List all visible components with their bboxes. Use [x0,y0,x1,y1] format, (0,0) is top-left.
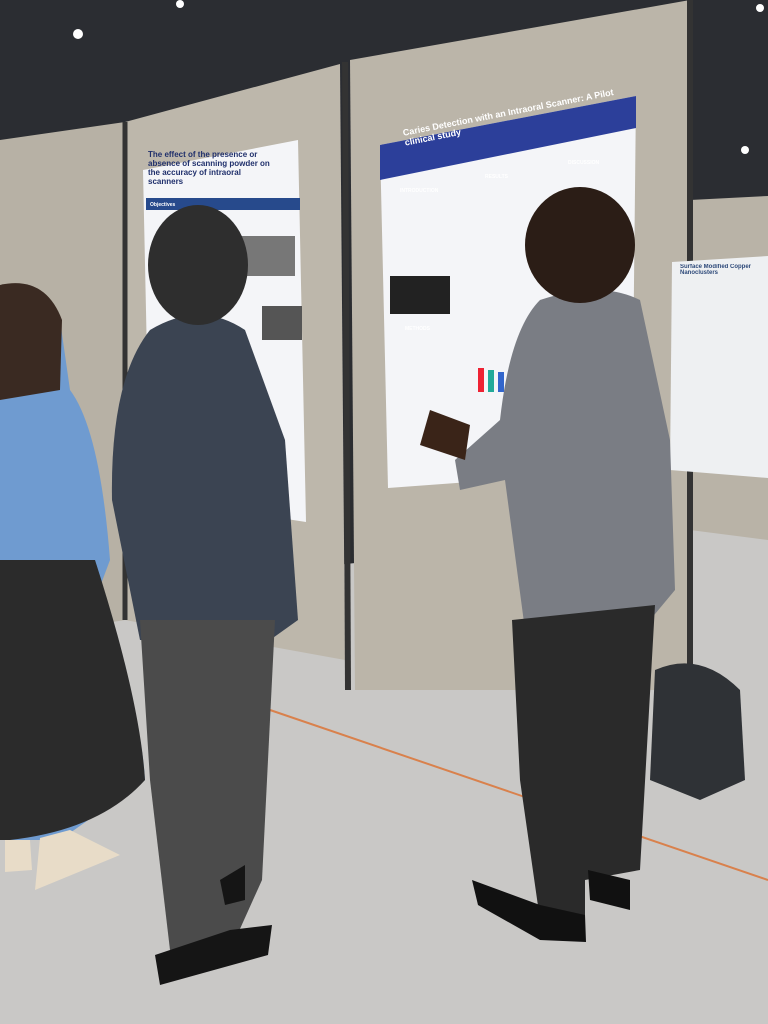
floor-line [269,709,768,881]
poster-figure [262,306,302,340]
poster-band [146,198,300,210]
person-presenter-trousers [512,605,655,930]
poster-heading: METHODS [405,326,431,332]
poster [670,256,768,478]
poster-figure [488,370,494,392]
person-man-jacket [111,315,299,640]
poster-heading: RESULTS [485,174,509,180]
ceiling-light [741,146,749,154]
person-presenter-hand [420,410,470,460]
person-presenter-shoes [472,870,630,942]
person-man-shoes [155,865,272,985]
person-presenter-head [525,187,635,303]
poster-title: The effect of the presence or absence of… [148,150,270,186]
ceiling-light [176,0,184,8]
poster-figure [240,236,295,276]
poster-heading: Objectives [150,202,176,208]
ceiling-light [73,29,83,39]
poster-figure [390,276,450,314]
person-woman-shoes [5,830,120,890]
backpack [650,663,745,800]
person-presenter-jacket [455,290,675,630]
ceiling-light [756,4,764,12]
poster-figure [498,372,504,392]
poster-figure [478,368,484,392]
person-woman-hair [0,283,62,400]
poster-title: Surface Modified Copper Nanoclusters [680,264,752,276]
panel-frame [342,61,351,691]
poster-title-box: The effect of the presence or absence of… [148,150,270,186]
poster-header [380,96,636,180]
poster-heading: DISCUSSION [568,160,600,166]
poster-heading: INTRODUCTION [400,188,439,194]
poster-title-box: Surface Modified Copper Nanoclusters [680,264,752,276]
person-man-head [148,205,248,325]
person-woman-skirt [0,560,145,840]
